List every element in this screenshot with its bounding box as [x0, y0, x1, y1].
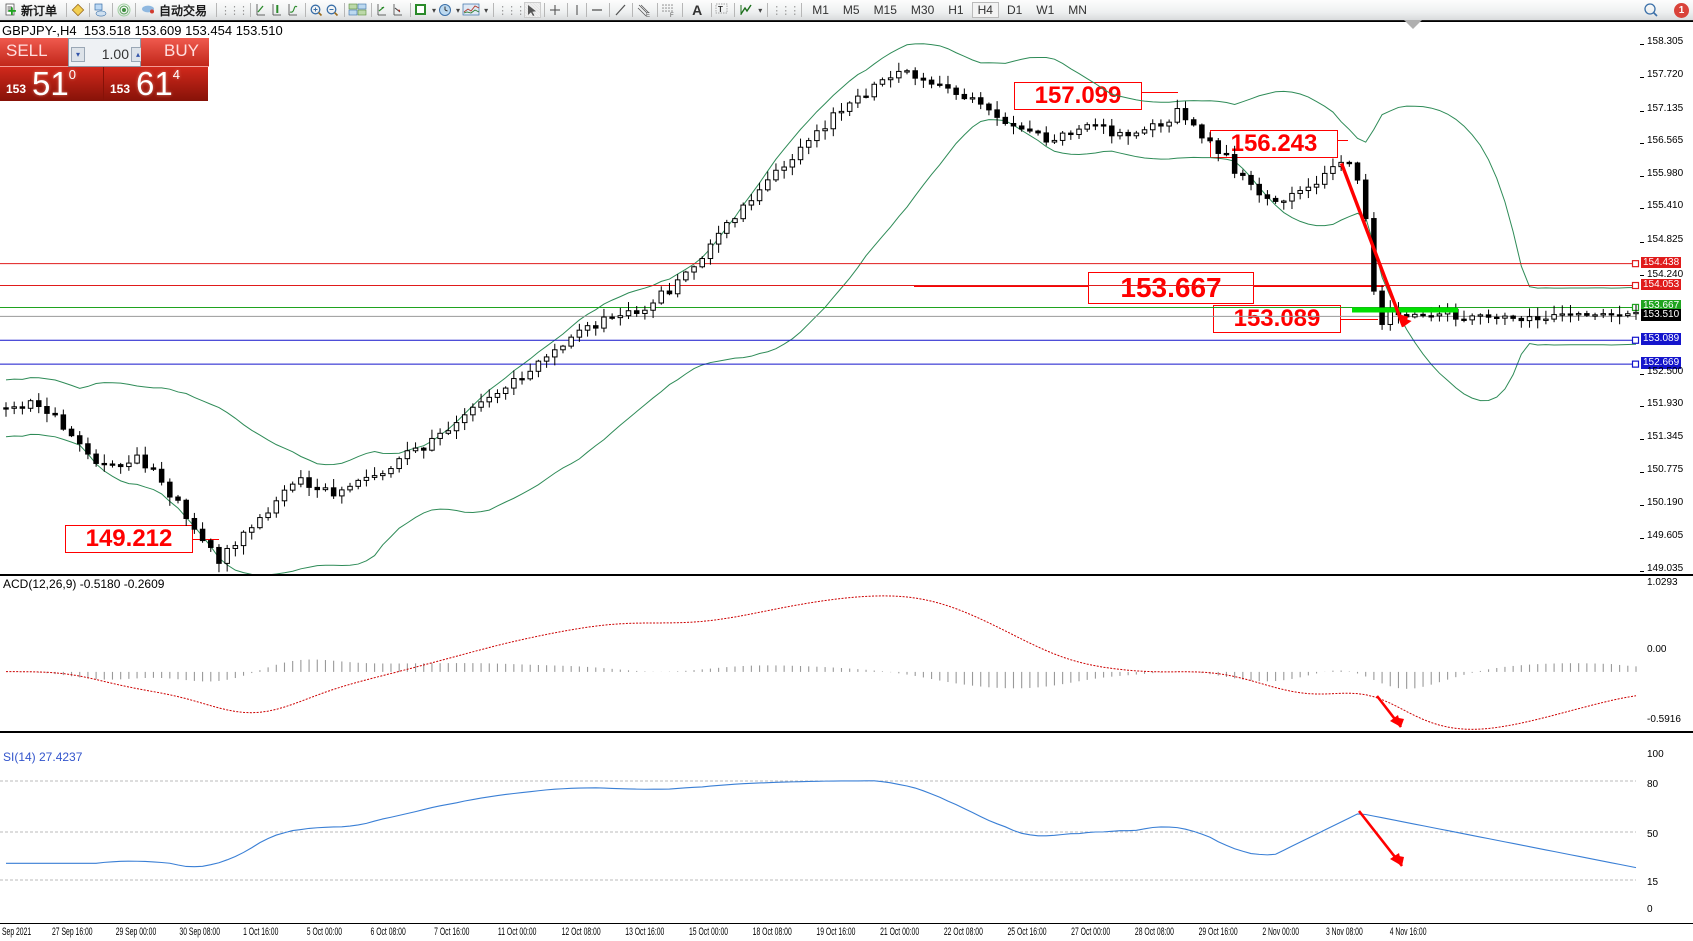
svg-text:E: E: [646, 13, 650, 18]
svg-text:F: F: [670, 13, 674, 18]
svg-text:T: T: [718, 5, 723, 14]
